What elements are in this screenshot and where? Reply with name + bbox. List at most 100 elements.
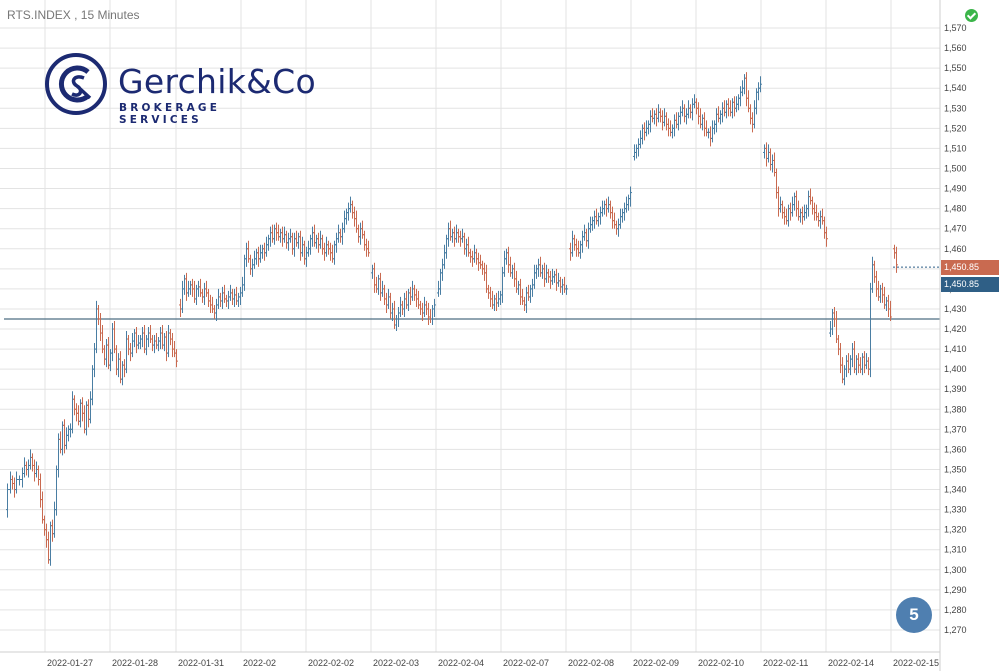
ohlc-bar	[759, 76, 762, 93]
ohlc-bar	[275, 222, 278, 241]
ohlc-bar	[361, 220, 364, 239]
ohlc-bar	[861, 353, 864, 376]
ohlc-bar	[383, 284, 386, 305]
y-tick-label: 1,320	[944, 525, 967, 535]
ohlc-bar	[521, 288, 524, 305]
ohlc-bar	[217, 288, 220, 309]
ohlc-bar	[809, 188, 812, 205]
ohlc-bar	[593, 210, 596, 229]
ohlc-bar	[821, 208, 824, 225]
ohlc-bar	[285, 230, 288, 249]
ohlc-bar	[549, 270, 552, 289]
ohlc-bar	[387, 288, 390, 309]
ohlc-bar	[373, 262, 376, 293]
ohlc-bar	[481, 260, 484, 275]
ohlc-bar	[503, 250, 506, 277]
ohlc-bar	[505, 248, 508, 265]
ohlc-bar	[887, 294, 890, 317]
chart-grid	[0, 0, 940, 652]
ohlc-bar	[323, 242, 326, 261]
ohlc-bar	[339, 228, 342, 243]
x-tick-label: 2022-02-11	[763, 658, 808, 668]
ohlc-bar	[39, 473, 42, 508]
ohlc-bar	[201, 288, 204, 303]
ohlc-bar	[297, 232, 300, 249]
ohlc-bar	[301, 236, 304, 257]
x-tick-label: 2022-01-28	[112, 658, 158, 668]
ohlc-bar	[469, 248, 472, 263]
ohlc-bar	[675, 112, 678, 129]
ohlc-bar	[637, 138, 640, 157]
y-tick-label: 1,410	[944, 344, 967, 354]
ohlc-bar	[463, 232, 466, 255]
ohlc-bar	[613, 212, 616, 229]
check-icon[interactable]	[965, 9, 978, 22]
ohlc-bar	[269, 226, 272, 247]
ohlc-bar	[325, 236, 328, 257]
ohlc-bar	[299, 230, 302, 261]
ohlc-bar	[835, 310, 838, 344]
ohlc-bar	[545, 264, 548, 283]
ohlc-bar	[791, 196, 794, 217]
ohlc-bar	[18, 475, 21, 486]
ohlc-bar	[449, 220, 452, 241]
ohlc-bar	[391, 302, 394, 321]
y-axis: 1,270 1,280 1,290 1,300 1,310 1,320 1,330 1,340…	[939, 0, 967, 671]
ohlc-bar	[189, 280, 192, 295]
ohlc-bar	[347, 202, 350, 221]
ohlc-bar	[465, 238, 468, 257]
y-tick-label: 1,310	[944, 545, 967, 555]
y-tick-label: 1,380	[944, 404, 967, 414]
ohlc-bar	[863, 351, 866, 374]
ohlc-bar	[697, 102, 700, 125]
x-tick-label: 2022-02-09	[633, 658, 679, 668]
ohlc-bar	[165, 331, 168, 362]
ohlc-bar	[385, 292, 388, 313]
ohlc-bar	[707, 128, 710, 139]
last-price-label: 1,450.85	[941, 260, 999, 275]
ohlc-bar	[57, 433, 60, 478]
ohlc-bar	[783, 206, 786, 225]
ohlc-bar	[491, 290, 494, 309]
ohlc-bar	[813, 202, 816, 221]
x-tick-label: 2022-01-27	[47, 658, 93, 668]
ohlc-bar	[665, 112, 668, 131]
y-tick-label: 1,480	[944, 204, 967, 214]
ohlc-bar	[869, 282, 872, 378]
ohlc-bar	[561, 278, 564, 295]
ohlc-bar	[9, 471, 12, 494]
ohlc-bar	[209, 294, 212, 313]
ohlc-bar	[621, 208, 624, 223]
ohlc-bar	[343, 210, 346, 233]
ohlc-bar	[691, 98, 694, 121]
ohlc-bar	[243, 254, 246, 291]
ohlc-bar	[515, 270, 518, 293]
ohlc-bar	[653, 110, 656, 125]
ohlc-bar	[295, 230, 298, 247]
ohlc-bar	[259, 244, 262, 263]
ohlc-bar	[289, 228, 292, 243]
ohlc-bar	[763, 144, 766, 159]
ohlc-bar	[849, 355, 852, 376]
ohlc-bar	[181, 280, 184, 313]
ohlc-bar	[881, 282, 884, 303]
ohlc-bar	[317, 232, 320, 253]
ohlc-bar	[895, 246, 898, 273]
ohlc-bar	[595, 208, 598, 225]
ohlc-bar	[287, 232, 290, 251]
ohlc-bar	[765, 142, 768, 167]
ohlc-bar	[673, 114, 676, 137]
ohlc-bar	[193, 280, 196, 303]
ohlc-bar	[185, 272, 188, 301]
chart-title: RTS.INDEX , 15 Minutes	[7, 8, 140, 22]
ohlc-bar	[237, 292, 240, 307]
horizontal-level-line	[4, 266, 940, 320]
ohlc-bar	[69, 423, 72, 438]
ohlc-bar	[13, 477, 16, 498]
ohlc-bar	[253, 250, 256, 269]
ohlc-bar	[413, 284, 416, 301]
ohlc-bar	[687, 100, 690, 119]
ohlc-bar	[805, 204, 808, 219]
ohlc-bar	[479, 254, 482, 269]
ohlc-bar	[223, 284, 226, 303]
